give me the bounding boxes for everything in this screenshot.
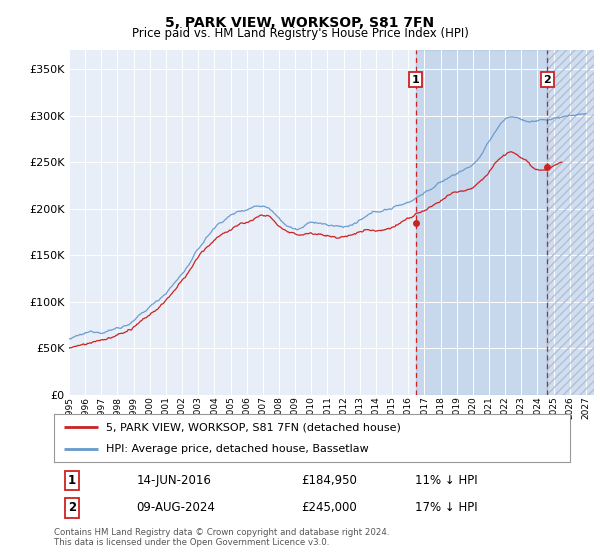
Text: 2: 2 [68,501,76,514]
Text: 11% ↓ HPI: 11% ↓ HPI [415,474,478,487]
Bar [547,50,594,395]
Text: £184,950: £184,950 [302,474,358,487]
Text: Contains HM Land Registry data © Crown copyright and database right 2024.
This d: Contains HM Land Registry data © Crown c… [54,528,389,547]
Text: 17% ↓ HPI: 17% ↓ HPI [415,501,478,514]
Bar [547,50,594,395]
Text: £245,000: £245,000 [302,501,358,514]
Text: 1: 1 [68,474,76,487]
Text: 09-AUG-2024: 09-AUG-2024 [137,501,215,514]
Bar [415,50,547,395]
Text: 5, PARK VIEW, WORKSOP, S81 7FN (detached house): 5, PARK VIEW, WORKSOP, S81 7FN (detached… [106,422,400,432]
Text: 14-JUN-2016: 14-JUN-2016 [137,474,211,487]
Text: Price paid vs. HM Land Registry's House Price Index (HPI): Price paid vs. HM Land Registry's House … [131,27,469,40]
Text: 5, PARK VIEW, WORKSOP, S81 7FN: 5, PARK VIEW, WORKSOP, S81 7FN [166,16,434,30]
Text: 2: 2 [543,74,551,85]
Text: HPI: Average price, detached house, Bassetlaw: HPI: Average price, detached house, Bass… [106,444,368,454]
Text: 1: 1 [412,74,419,85]
